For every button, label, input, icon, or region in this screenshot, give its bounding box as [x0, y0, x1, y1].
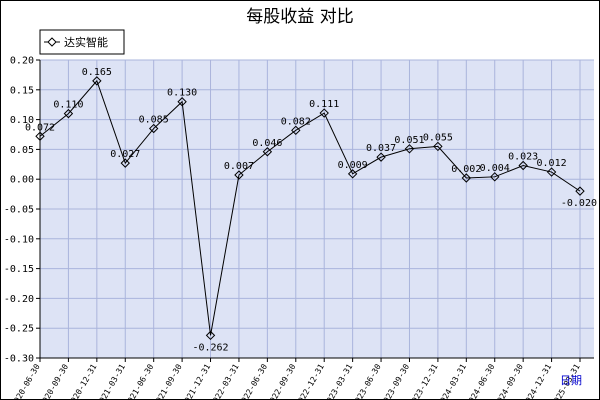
data-label: 0.085	[139, 115, 169, 126]
data-point-marker	[347, 169, 358, 179]
data-label: 0.082	[281, 116, 311, 127]
y-tick-label: -0.15	[4, 264, 34, 275]
data-point-marker	[120, 158, 130, 168]
y-tick-label: -0.25	[4, 324, 34, 335]
data-label: 0.110	[53, 100, 83, 111]
y-tick-label: 0.20	[10, 56, 34, 67]
data-point-marker	[319, 108, 329, 118]
x-tick-label: 2021-03-31	[95, 362, 127, 400]
data-point-marker	[148, 123, 159, 134]
data-point-marker	[404, 144, 415, 154]
y-tick-label: -0.05	[4, 205, 34, 216]
x-tick-label: 2022-12-31	[294, 362, 326, 400]
data-label: 0.007	[224, 161, 254, 172]
x-tick-label: 2022-03-31	[209, 362, 241, 400]
data-label: 0.111	[309, 99, 339, 110]
y-tick-label: 0.15	[10, 85, 34, 96]
x-tick-label: 2021-12-31	[180, 362, 212, 400]
x-tick-label: 2024-03-31	[436, 362, 468, 400]
y-tick-label: 0.05	[10, 145, 34, 156]
data-label: 0.012	[537, 158, 567, 169]
y-tick-label: -0.10	[4, 234, 34, 245]
series-group: 0.072 0.110 0.165 0.027 0.085 0.130 -0.262 0.00…	[25, 67, 597, 353]
data-point-marker	[376, 152, 386, 162]
data-point-marker	[234, 170, 244, 180]
data-label: 0.051	[394, 135, 424, 146]
data-label: 0.027	[110, 149, 140, 160]
data-point-marker	[546, 167, 557, 177]
chart-title: 每股收益 对比	[246, 7, 353, 27]
data-label: 0.130	[167, 88, 197, 99]
data-point-marker	[63, 108, 74, 119]
x-axis-label: 日期	[560, 374, 582, 387]
data-point-marker	[205, 330, 216, 341]
data-label: 0.023	[508, 151, 538, 162]
data-point-marker	[518, 160, 528, 171]
x-tick-label: 2024-06-30	[465, 362, 497, 400]
y-tick-label: 0.10	[10, 115, 34, 126]
y-tick-label: 0.00	[10, 175, 34, 186]
data-point-marker	[262, 147, 273, 157]
x-tick-label: 2021-06-30	[124, 362, 156, 400]
data-point-marker	[575, 186, 585, 196]
legend-diamond-marker	[47, 37, 57, 47]
data-label: 0.009	[338, 160, 368, 171]
x-tick-label: 2024-09-30	[493, 362, 525, 400]
x-tick-label: 2023-09-30	[379, 362, 411, 400]
x-tick-label: 2024-12-31	[521, 362, 553, 400]
y-axis: 0.20 0.15 0.10 0.05 0.00 -0.05 -0.10 -0.15 -0.20…	[4, 56, 41, 365]
data-point-marker	[461, 173, 472, 183]
data-point-marker	[35, 131, 45, 141]
x-tick-label: 2022-06-30	[237, 362, 269, 400]
data-label: 0.004	[480, 163, 510, 174]
data-label: 0.055	[423, 132, 453, 143]
data-label: 0.165	[82, 67, 112, 78]
x-tick-label: 2020-12-31	[67, 362, 99, 400]
x-tick-label: 2023-12-31	[408, 362, 440, 400]
y-tick-label: -0.30	[4, 354, 34, 365]
x-tick-label: 2023-06-30	[351, 362, 383, 400]
x-tick-label: 2021-09-30	[152, 362, 184, 400]
data-point-marker	[433, 141, 443, 152]
data-label: -0.020	[561, 198, 597, 209]
data-point-marker	[291, 125, 301, 136]
data-label: 0.037	[366, 143, 396, 154]
data-point-marker	[490, 172, 500, 182]
series-line	[39, 79, 581, 336]
x-tick-label: 2022-09-30	[266, 362, 298, 400]
data-label: 0.002	[451, 164, 481, 175]
data-label: -0.262	[192, 342, 228, 353]
x-axis: 2020-06-302020-09-302020-12-312021-03-31…	[10, 357, 594, 400]
legend: 达实智能	[39, 29, 125, 55]
x-tick-label: 2020-06-30	[10, 362, 42, 400]
data-label: 0.072	[25, 122, 55, 133]
legend-label: 达实智能	[64, 35, 108, 49]
data-point-marker	[92, 76, 102, 86]
x-tick-label: 2023-03-31	[322, 362, 354, 400]
x-tick-label: 2020-09-30	[38, 362, 70, 400]
y-tick-label: -0.20	[4, 294, 34, 305]
data-point-marker	[177, 97, 187, 107]
data-label: 0.046	[252, 138, 282, 149]
